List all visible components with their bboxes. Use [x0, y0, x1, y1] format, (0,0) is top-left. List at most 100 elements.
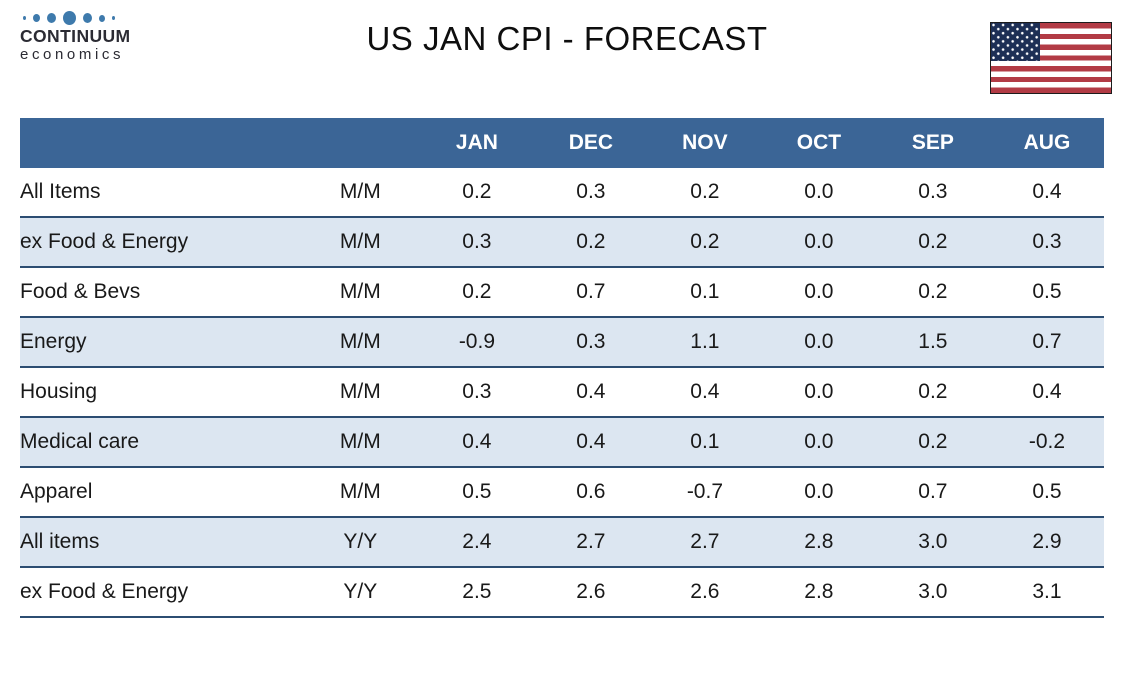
column-header-blank	[300, 118, 420, 168]
row-label: Apparel	[20, 480, 93, 503]
cell-value: 0.4	[462, 430, 492, 453]
cell-value: 0.5	[1032, 280, 1062, 303]
cell-value: 0.7	[1032, 330, 1062, 353]
column-header-oct: OCT	[761, 118, 876, 168]
logo-dot	[83, 13, 92, 23]
row-frequency: M/M	[339, 480, 381, 503]
row-frequency: M/M	[339, 430, 381, 453]
row-label: ex Food & Energy	[20, 580, 189, 603]
page-title: US JAN CPI - FORECAST	[366, 20, 768, 57]
cell-value: 0.4	[1032, 180, 1062, 203]
row-label: Food & Bevs	[20, 280, 141, 303]
row-frequency: M/M	[339, 180, 381, 203]
cell-value: 1.1	[690, 330, 720, 353]
row-label: Energy	[20, 330, 87, 353]
cell-value: 0.0	[804, 230, 834, 253]
cell-value: 2.6	[576, 580, 606, 603]
table-row: All Items M/M 0.2 0.3 0.2 0.0 0.3 0.4	[20, 168, 1104, 217]
column-header-jan: JAN	[419, 118, 534, 168]
cell-value: 0.7	[918, 480, 948, 503]
cell-value: 0.3	[918, 180, 948, 203]
table-row: ex Food & Energy Y/Y 2.5 2.6 2.6 2.8 3.0 3.1	[20, 567, 1104, 617]
brand-subtitle: economics	[20, 46, 125, 63]
cell-value: 0.3	[1032, 230, 1062, 253]
cell-value: 3.0	[918, 580, 948, 603]
cell-value: 0.6	[576, 480, 606, 503]
us-flag-icon	[990, 22, 1112, 94]
cell-value: 0.4	[690, 380, 720, 403]
cell-value: 0.3	[462, 380, 492, 403]
cell-value: 0.2	[918, 280, 948, 303]
cell-value: 2.4	[462, 530, 492, 553]
table-row: Food & Bevs M/M 0.2 0.7 0.1 0.0 0.2 0.5	[20, 267, 1104, 317]
cell-value: 0.3	[576, 330, 606, 353]
cell-value: 0.2	[690, 230, 720, 253]
cell-value: 0.5	[462, 480, 492, 503]
cell-value: 2.7	[576, 530, 606, 553]
cell-value: 3.1	[1032, 580, 1062, 603]
cell-value: 0.0	[804, 280, 834, 303]
cell-value: 0.4	[576, 380, 606, 403]
cell-value: 0.7	[576, 280, 606, 303]
logo-dot	[23, 16, 26, 20]
cell-value: 0.2	[462, 180, 492, 203]
logo-dot	[99, 14, 105, 22]
logo-dot	[63, 11, 76, 25]
cell-value: 0.0	[804, 380, 834, 403]
continuum-logo: CONTINUUM economics	[20, 11, 131, 64]
cell-value: 0.3	[576, 180, 606, 203]
cell-value: 0.1	[690, 280, 720, 303]
cpi-table: JAN DEC NOV OCT SEP AUG All Items M/M 0.2 0.3 0.2…	[20, 118, 1104, 618]
cpi-table-container: JAN DEC NOV OCT SEP AUG All Items M/M 0.2 0.3 0.2…	[20, 118, 1104, 618]
cell-value: 3.0	[918, 530, 948, 553]
table-row: Energy M/M -0.9 0.3 1.1 0.0 1.5 0.7	[20, 317, 1104, 367]
continuum-dots-icon	[23, 11, 131, 25]
column-header-aug: AUG	[989, 118, 1104, 168]
cell-value: 0.4	[1032, 380, 1062, 403]
cell-value: 0.0	[804, 480, 834, 503]
logo-dot	[47, 13, 56, 23]
column-header-sep: SEP	[875, 118, 990, 168]
row-frequency: Y/Y	[343, 530, 378, 553]
row-label: Housing	[20, 380, 98, 403]
cell-value: 0.2	[918, 430, 948, 453]
table-row: Apparel M/M 0.5 0.6 -0.7 0.0 0.7 0.5	[20, 467, 1104, 517]
table-row: ex Food & Energy M/M 0.3 0.2 0.2 0.0 0.2 0.3	[20, 217, 1104, 267]
row-frequency: M/M	[339, 380, 381, 403]
cell-value: 0.2	[690, 180, 720, 203]
brand-name: CONTINUUM	[20, 26, 131, 46]
cell-value: -0.9	[458, 330, 495, 353]
cell-value: 2.8	[804, 580, 834, 603]
row-frequency: M/M	[339, 230, 381, 253]
cell-value: 0.2	[462, 280, 492, 303]
cell-value: -0.7	[686, 480, 723, 503]
row-label: Medical care	[20, 430, 140, 453]
cell-value: 0.5	[1032, 480, 1062, 503]
row-label: All Items	[20, 180, 101, 203]
column-header-nov: NOV	[647, 118, 762, 168]
cell-value: 2.5	[462, 580, 492, 603]
logo-dot	[33, 14, 40, 22]
row-frequency: M/M	[339, 330, 381, 353]
table-header-row: JAN DEC NOV OCT SEP AUG	[20, 118, 1104, 168]
logo-dot	[112, 16, 115, 20]
cell-value: 2.9	[1032, 530, 1062, 553]
table-row: Housing M/M 0.3 0.4 0.4 0.0 0.2 0.4	[20, 367, 1104, 417]
cell-value: 1.5	[918, 330, 948, 353]
column-header-dec: DEC	[533, 118, 648, 168]
cell-value: 0.2	[918, 230, 948, 253]
cell-value: 0.0	[804, 430, 834, 453]
us-flag-canton	[991, 23, 1040, 61]
cell-value: 0.2	[576, 230, 606, 253]
table-row: All items Y/Y 2.4 2.7 2.7 2.8 3.0 2.9	[20, 517, 1104, 567]
cell-value: 0.0	[804, 180, 834, 203]
cell-value: 0.2	[918, 380, 948, 403]
cell-value: 2.6	[690, 580, 720, 603]
row-label: ex Food & Energy	[20, 230, 189, 253]
cell-value: 0.1	[690, 430, 720, 453]
row-label: All items	[20, 530, 100, 553]
cell-value: 0.0	[804, 330, 834, 353]
table-row: Medical care M/M 0.4 0.4 0.1 0.0 0.2 -0.2	[20, 417, 1104, 467]
row-frequency: Y/Y	[343, 580, 378, 603]
